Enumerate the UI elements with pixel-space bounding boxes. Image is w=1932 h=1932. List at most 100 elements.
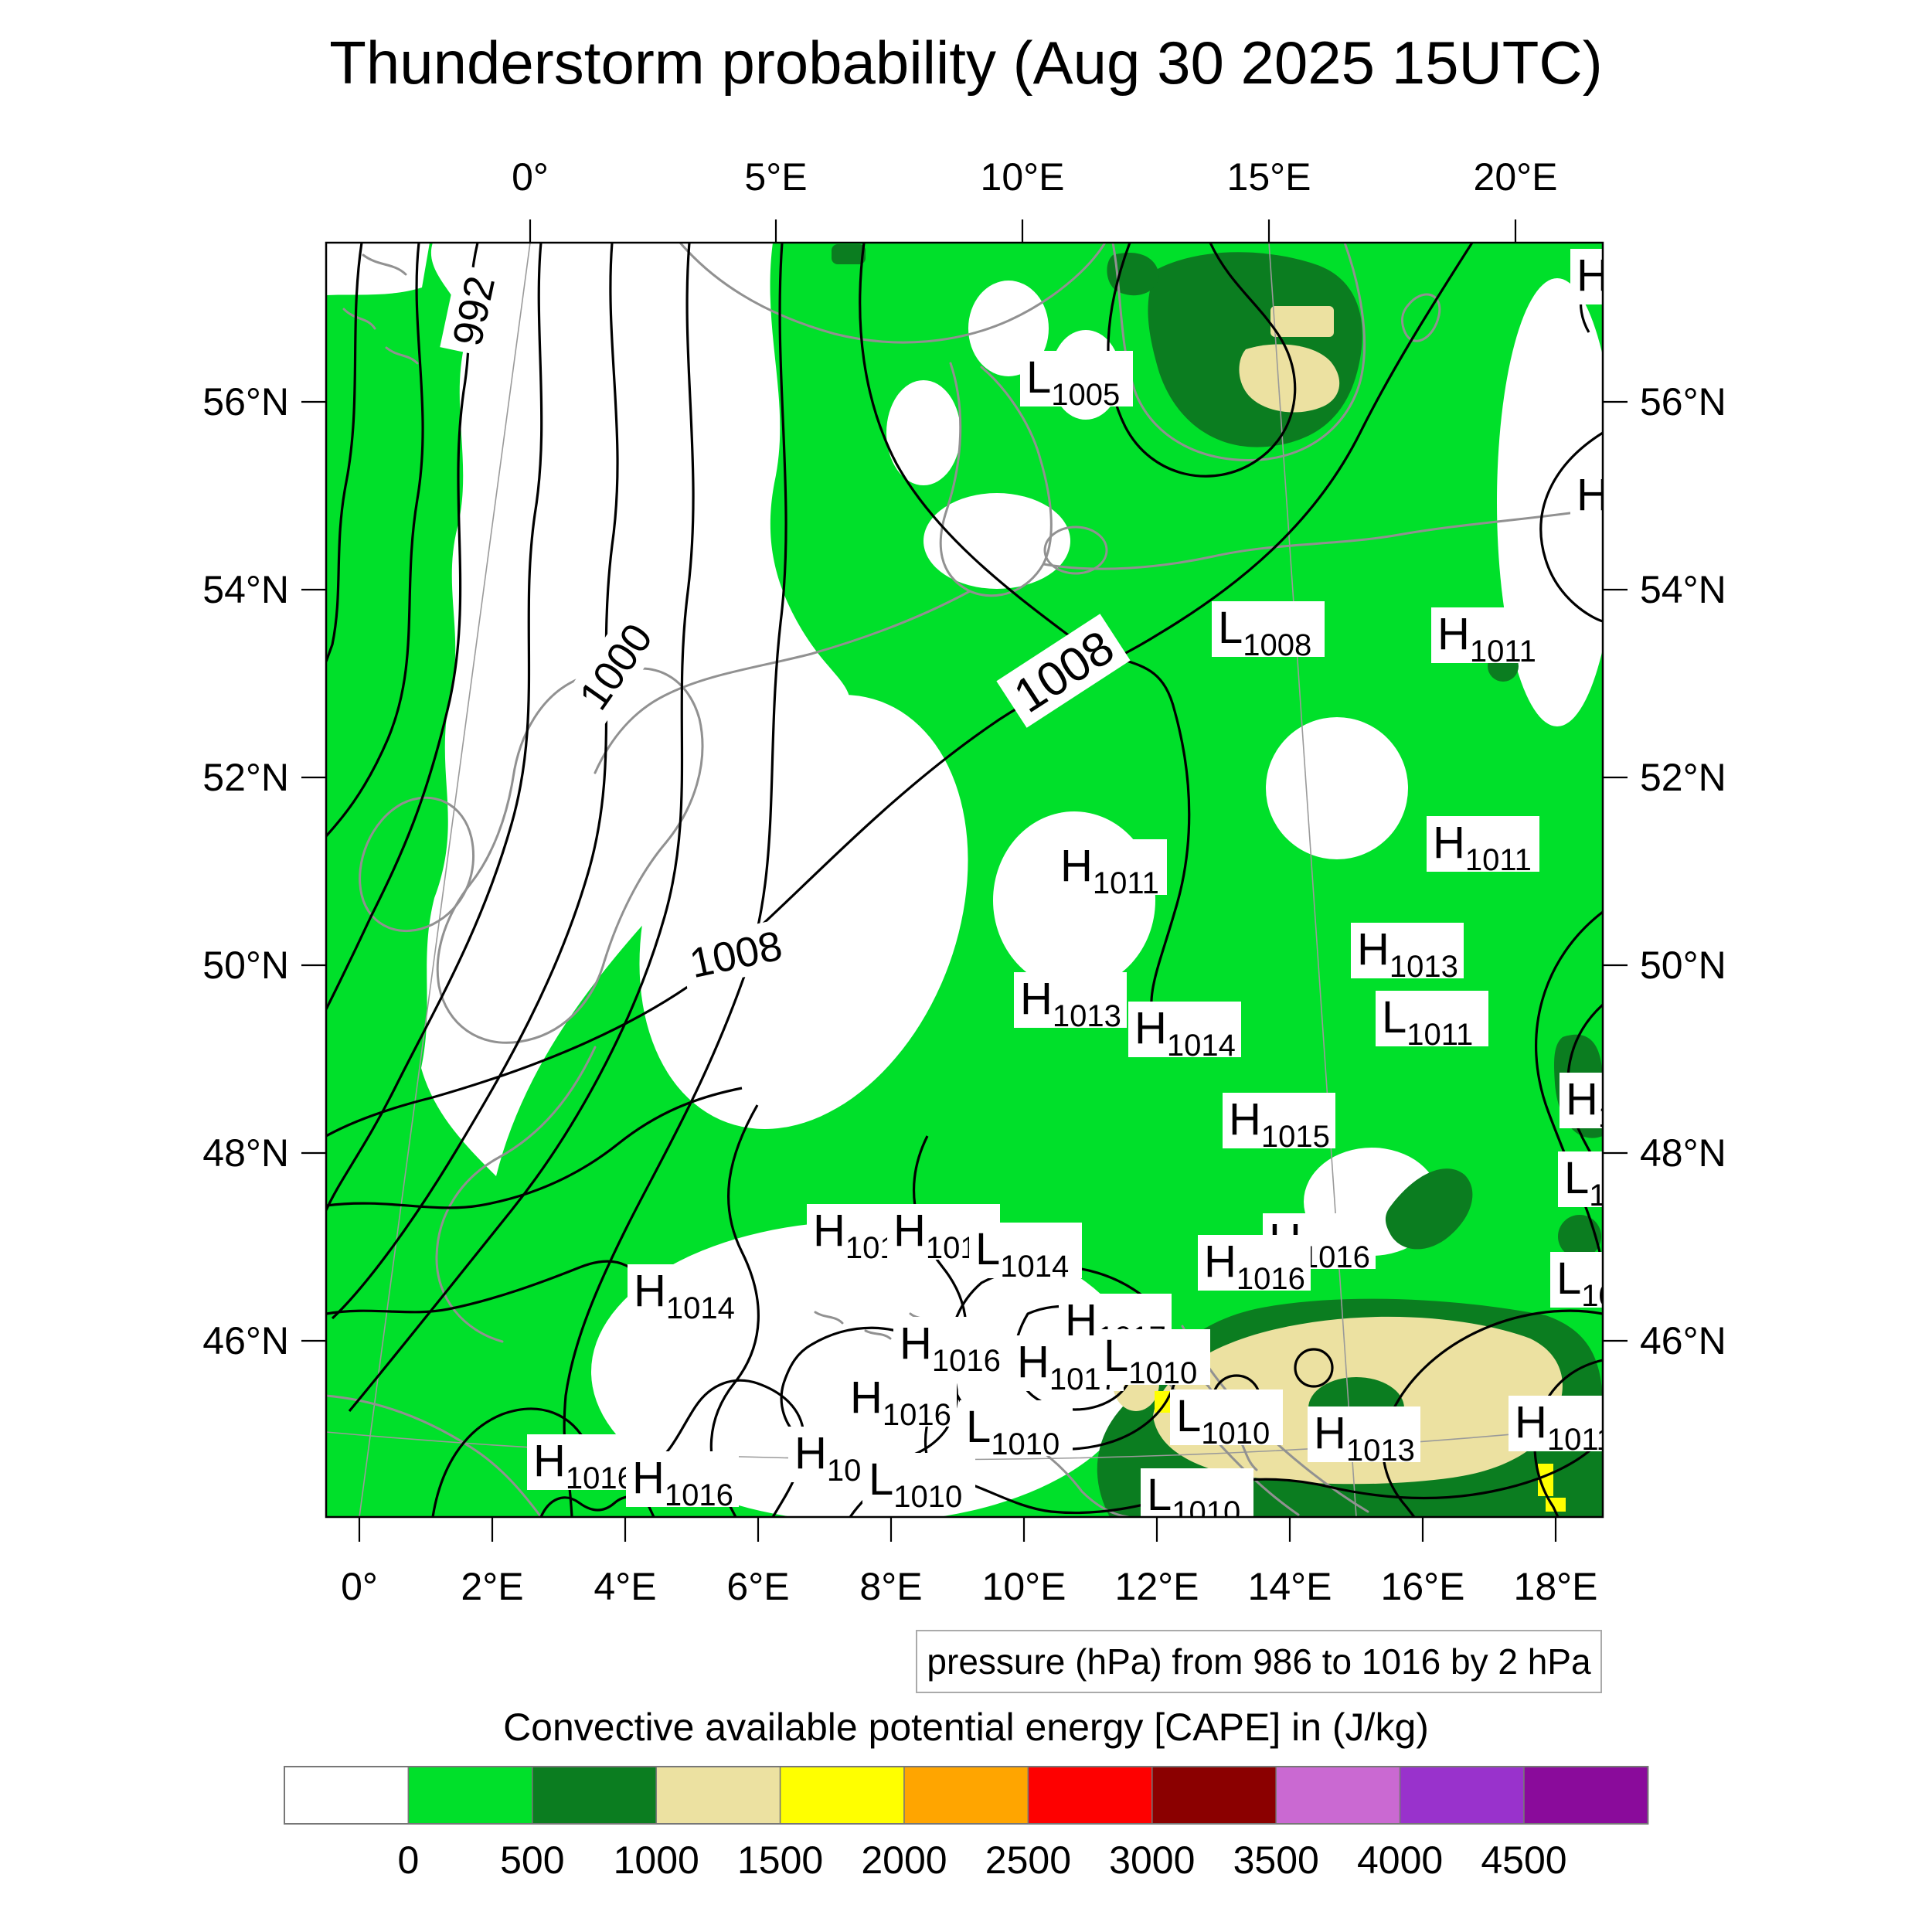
- pressure-center-label-text: L101: [1556, 1253, 1633, 1313]
- cape-region-white: [886, 380, 961, 485]
- pressure-center-label-text: H: [1577, 470, 1609, 520]
- colorbar-tick-label: 4000: [1357, 1838, 1443, 1882]
- pressure-center-label: H1013: [1351, 923, 1464, 984]
- cape-region-yellow: [1538, 1464, 1553, 1496]
- contour-line: [563, 243, 787, 1517]
- colorbar-tick-label: 0: [397, 1838, 419, 1882]
- contour-line: [1535, 910, 1603, 1268]
- cape-region-white: [326, 243, 430, 295]
- contour-line-1000: [331, 243, 619, 1320]
- pressure-center-label-text: L1010: [869, 1454, 962, 1514]
- pressure-center-label-text: H1014: [1134, 1003, 1236, 1063]
- axis-label-right: 54°N: [1640, 568, 1726, 611]
- colorbar-cell: [1151, 1766, 1277, 1825]
- pressure-center-label-text: H1016: [1204, 1236, 1305, 1296]
- pressure-center-label-bg: [862, 1453, 975, 1509]
- pressure-center-label-text: H: [1577, 250, 1609, 301]
- cape-region-darkgreen: [1107, 253, 1159, 296]
- cape-colorbar: 0 500 1000 1500 2000 2500 3000 3500 4000 4500: [284, 1766, 1649, 1882]
- pressure-center-label-text: L1010: [1147, 1470, 1240, 1529]
- axis-label-right: 48°N: [1640, 1131, 1726, 1175]
- pressure-center-label: H10: [1560, 1073, 1603, 1134]
- pressure-center-label: L1005: [1020, 351, 1133, 412]
- axis-label-left: 46°N: [202, 1319, 289, 1362]
- pressure-center-label-bg: [1128, 1002, 1241, 1057]
- pressure-center-label-bg: [1560, 1073, 1603, 1128]
- pressure-center-label-text: L10: [1564, 1153, 1624, 1213]
- coastline: [436, 667, 704, 1044]
- contour-line: [326, 243, 424, 838]
- pressure-center-label-bg: [1170, 1389, 1283, 1445]
- pressure-center-label-bg: [1141, 1468, 1253, 1517]
- cape-colorbar-title: Convective available potential energy [C…: [503, 1706, 1429, 1749]
- pressure-center-label-bg: [960, 1400, 1073, 1456]
- pressure-center-label: H1011: [1431, 607, 1544, 668]
- colorbar-tick-label: 1000: [614, 1838, 699, 1882]
- colorbar-cell: [1523, 1766, 1649, 1825]
- graticule-meridian-0e: [359, 243, 531, 1517]
- cape-region-darkgreen: [1385, 1168, 1473, 1250]
- pressure-center-label-text: H1013: [1314, 1408, 1415, 1468]
- coastline: [594, 590, 971, 774]
- coastline: [1401, 293, 1441, 342]
- axis-label-top: 5°E: [744, 155, 807, 199]
- colorbar-cell: [1399, 1766, 1525, 1825]
- pressure-center-labels-layer: L1005 L1008 H1011 H1011 H1011 H1013 L1011 H1013…: [527, 249, 1633, 1529]
- contour-inline-label-bg: [440, 264, 506, 358]
- axis-label-right: 56°N: [1640, 380, 1726, 423]
- axis-label-bottom: 10°E: [982, 1565, 1066, 1608]
- axes-layer: 0° 5°E 10°E 15°E 20°E 0° 2°E 4°E 6°E 8°E 10°E 12°E 1…: [202, 155, 1726, 1608]
- contour-line: [1382, 1309, 1603, 1517]
- cape-yellow-zones: [1155, 1391, 1566, 1512]
- pressure-center-label-text: L1011: [1382, 992, 1473, 1052]
- axis-label-top: 20°E: [1474, 155, 1558, 199]
- contour-line: [1294, 1348, 1334, 1388]
- contour-inline-label-bg: [996, 614, 1131, 728]
- colorbar-tick-label: 2000: [861, 1838, 947, 1882]
- colorbar-cell: [407, 1766, 533, 1825]
- pressure-center-label-bg: [893, 1317, 1006, 1372]
- pressure-center-label: H1013: [1308, 1406, 1420, 1468]
- axis-label-top: 10°E: [981, 155, 1065, 199]
- pressure-center-label-text: L1010: [1176, 1391, 1270, 1451]
- axis-label-bottom: 16°E: [1381, 1565, 1465, 1608]
- pressure-center-label: H1016: [626, 1451, 739, 1512]
- axis-label-left: 50°N: [202, 944, 289, 987]
- colorbar-tick-label: 1500: [737, 1838, 823, 1882]
- pressure-center-label-bg: [527, 1434, 640, 1490]
- axis-label-left: 52°N: [202, 756, 289, 799]
- pressure-center-label-text: H1015: [1229, 1094, 1330, 1154]
- axis-label-left: 54°N: [202, 568, 289, 611]
- pressure-center-label-text: H1013: [1357, 924, 1458, 984]
- coastline: [939, 362, 1053, 597]
- pressure-center-label: L101: [1550, 1252, 1633, 1313]
- cape-region-white: [993, 811, 1155, 989]
- pressure-center-label-text: H1016: [632, 1453, 733, 1512]
- pressure-center-label-bg: [1509, 1396, 1603, 1451]
- pressure-center-label-text: H1014: [634, 1266, 735, 1325]
- pressure-center-label: H1015: [1223, 1093, 1335, 1154]
- pressure-center-label-text: L1010: [1104, 1331, 1197, 1390]
- axis-label-right: 46°N: [1640, 1319, 1726, 1362]
- colorbar-tick-label: 4500: [1481, 1838, 1566, 1882]
- pressure-center-label: H1011: [1427, 816, 1539, 877]
- pressure-center-label: L1010: [960, 1400, 1073, 1461]
- pressure-center-label-bg: [1198, 1235, 1311, 1291]
- cape-region-yellow: [1155, 1391, 1172, 1413]
- colorbar-tick-label: 3500: [1233, 1838, 1319, 1882]
- pressure-center-label: H: [1570, 249, 1609, 304]
- contour-line: [1539, 431, 1603, 623]
- pressure-center-label: L1008: [1212, 601, 1325, 662]
- contour-line: [326, 1087, 743, 1209]
- contour-inline-label-bg: [677, 918, 794, 989]
- pressure-center-label-text: H1011: [1433, 818, 1532, 877]
- cape-region-white: [421, 243, 850, 1176]
- coastline: [1042, 507, 1603, 570]
- coastline: [679, 243, 1107, 344]
- contour-line: [348, 243, 695, 1413]
- coastline: [342, 253, 419, 365]
- axis-label-bottom: 14°E: [1248, 1565, 1332, 1608]
- axis-label-bottom: 6°E: [726, 1565, 789, 1608]
- cape-region-darkgreen: [832, 244, 866, 264]
